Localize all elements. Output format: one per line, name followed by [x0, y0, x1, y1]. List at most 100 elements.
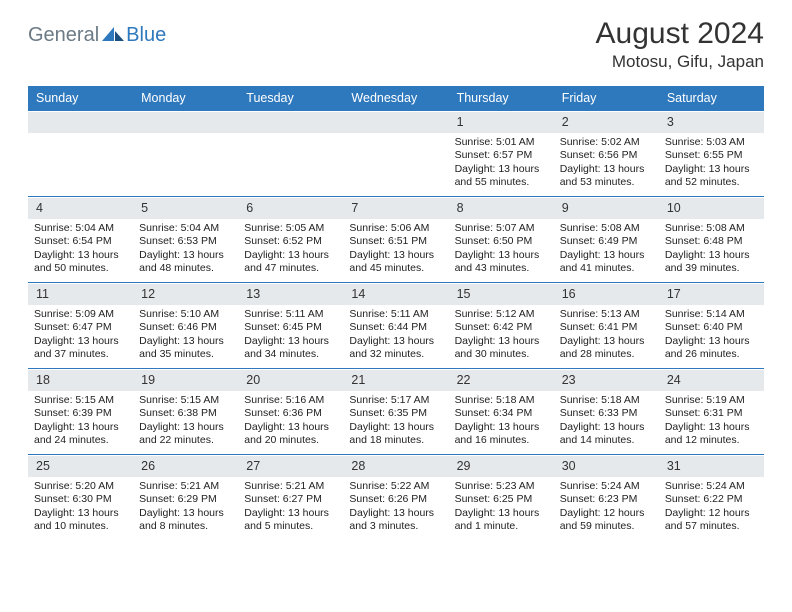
day-number: 1 — [449, 111, 554, 133]
day-cell: 2Sunrise: 5:02 AMSunset: 6:56 PMDaylight… — [554, 111, 659, 196]
daylight-text: Daylight: 13 hours and 14 minutes. — [560, 421, 653, 448]
title-block: August 2024 Motosu, Gifu, Japan — [596, 18, 764, 72]
sunset-text: Sunset: 6:34 PM — [455, 407, 548, 421]
sunset-text: Sunset: 6:44 PM — [349, 321, 442, 335]
day-details: Sunrise: 5:15 AMSunset: 6:39 PMDaylight:… — [28, 391, 133, 453]
day-number: 23 — [554, 369, 659, 391]
daylight-text: Daylight: 13 hours and 12 minutes. — [665, 421, 758, 448]
day-details: Sunrise: 5:03 AMSunset: 6:55 PMDaylight:… — [659, 133, 764, 195]
day-number: 31 — [659, 455, 764, 477]
day-number: 24 — [659, 369, 764, 391]
day-cell: 4Sunrise: 5:04 AMSunset: 6:54 PMDaylight… — [28, 197, 133, 282]
day-number: 30 — [554, 455, 659, 477]
sunset-text: Sunset: 6:57 PM — [455, 149, 548, 163]
sunset-text: Sunset: 6:55 PM — [665, 149, 758, 163]
sunrise-text: Sunrise: 5:14 AM — [665, 308, 758, 322]
day-cell — [28, 111, 133, 196]
day-details: Sunrise: 5:20 AMSunset: 6:30 PMDaylight:… — [28, 477, 133, 539]
sunrise-text: Sunrise: 5:22 AM — [349, 480, 442, 494]
day-details: Sunrise: 5:08 AMSunset: 6:49 PMDaylight:… — [554, 219, 659, 281]
day-cell: 29Sunrise: 5:23 AMSunset: 6:25 PMDayligh… — [449, 455, 554, 540]
daylight-text: Daylight: 13 hours and 47 minutes. — [244, 249, 337, 276]
day-cell — [238, 111, 343, 196]
day-cell: 11Sunrise: 5:09 AMSunset: 6:47 PMDayligh… — [28, 283, 133, 368]
sunrise-text: Sunrise: 5:06 AM — [349, 222, 442, 236]
day-number: 16 — [554, 283, 659, 305]
day-cell: 21Sunrise: 5:17 AMSunset: 6:35 PMDayligh… — [343, 369, 448, 454]
sunrise-text: Sunrise: 5:07 AM — [455, 222, 548, 236]
day-cell: 20Sunrise: 5:16 AMSunset: 6:36 PMDayligh… — [238, 369, 343, 454]
day-cell — [133, 111, 238, 196]
sunrise-text: Sunrise: 5:04 AM — [34, 222, 127, 236]
day-number: 20 — [238, 369, 343, 391]
sunrise-text: Sunrise: 5:10 AM — [139, 308, 232, 322]
day-number — [238, 111, 343, 133]
sunrise-text: Sunrise: 5:12 AM — [455, 308, 548, 322]
daylight-text: Daylight: 13 hours and 28 minutes. — [560, 335, 653, 362]
day-number: 2 — [554, 111, 659, 133]
sunset-text: Sunset: 6:38 PM — [139, 407, 232, 421]
day-details: Sunrise: 5:09 AMSunset: 6:47 PMDaylight:… — [28, 305, 133, 367]
day-cell: 15Sunrise: 5:12 AMSunset: 6:42 PMDayligh… — [449, 283, 554, 368]
day-cell: 5Sunrise: 5:04 AMSunset: 6:53 PMDaylight… — [133, 197, 238, 282]
sunset-text: Sunset: 6:50 PM — [455, 235, 548, 249]
sunset-text: Sunset: 6:26 PM — [349, 493, 442, 507]
sunrise-text: Sunrise: 5:19 AM — [665, 394, 758, 408]
sunrise-text: Sunrise: 5:05 AM — [244, 222, 337, 236]
daylight-text: Daylight: 13 hours and 37 minutes. — [34, 335, 127, 362]
location-label: Motosu, Gifu, Japan — [596, 52, 764, 72]
day-number — [343, 111, 448, 133]
day-details: Sunrise: 5:07 AMSunset: 6:50 PMDaylight:… — [449, 219, 554, 281]
day-number: 26 — [133, 455, 238, 477]
daylight-text: Daylight: 13 hours and 1 minute. — [455, 507, 548, 534]
day-details: Sunrise: 5:11 AMSunset: 6:44 PMDaylight:… — [343, 305, 448, 367]
day-number: 7 — [343, 197, 448, 219]
sunrise-text: Sunrise: 5:11 AM — [244, 308, 337, 322]
daylight-text: Daylight: 13 hours and 20 minutes. — [244, 421, 337, 448]
day-number: 21 — [343, 369, 448, 391]
sunrise-text: Sunrise: 5:02 AM — [560, 136, 653, 150]
day-cell: 23Sunrise: 5:18 AMSunset: 6:33 PMDayligh… — [554, 369, 659, 454]
daylight-text: Daylight: 13 hours and 48 minutes. — [139, 249, 232, 276]
daylight-text: Daylight: 13 hours and 8 minutes. — [139, 507, 232, 534]
day-cell: 17Sunrise: 5:14 AMSunset: 6:40 PMDayligh… — [659, 283, 764, 368]
sunset-text: Sunset: 6:49 PM — [560, 235, 653, 249]
day-number: 19 — [133, 369, 238, 391]
day-number: 11 — [28, 283, 133, 305]
day-number: 14 — [343, 283, 448, 305]
day-number: 10 — [659, 197, 764, 219]
day-details: Sunrise: 5:02 AMSunset: 6:56 PMDaylight:… — [554, 133, 659, 195]
daylight-text: Daylight: 13 hours and 5 minutes. — [244, 507, 337, 534]
day-cell: 9Sunrise: 5:08 AMSunset: 6:49 PMDaylight… — [554, 197, 659, 282]
day-details: Sunrise: 5:11 AMSunset: 6:45 PMDaylight:… — [238, 305, 343, 367]
sunrise-text: Sunrise: 5:18 AM — [455, 394, 548, 408]
day-details: Sunrise: 5:13 AMSunset: 6:41 PMDaylight:… — [554, 305, 659, 367]
day-number: 4 — [28, 197, 133, 219]
sunset-text: Sunset: 6:53 PM — [139, 235, 232, 249]
sunset-text: Sunset: 6:36 PM — [244, 407, 337, 421]
day-cell: 13Sunrise: 5:11 AMSunset: 6:45 PMDayligh… — [238, 283, 343, 368]
daylight-text: Daylight: 13 hours and 22 minutes. — [139, 421, 232, 448]
sunrise-text: Sunrise: 5:09 AM — [34, 308, 127, 322]
sunset-text: Sunset: 6:30 PM — [34, 493, 127, 507]
day-cell: 16Sunrise: 5:13 AMSunset: 6:41 PMDayligh… — [554, 283, 659, 368]
sunrise-text: Sunrise: 5:17 AM — [349, 394, 442, 408]
day-number: 13 — [238, 283, 343, 305]
sunrise-text: Sunrise: 5:08 AM — [665, 222, 758, 236]
day-number: 3 — [659, 111, 764, 133]
weekday-monday: Monday — [133, 86, 238, 111]
day-cell: 28Sunrise: 5:22 AMSunset: 6:26 PMDayligh… — [343, 455, 448, 540]
day-number: 29 — [449, 455, 554, 477]
day-number: 15 — [449, 283, 554, 305]
day-cell: 19Sunrise: 5:15 AMSunset: 6:38 PMDayligh… — [133, 369, 238, 454]
day-number — [133, 111, 238, 133]
sunrise-text: Sunrise: 5:23 AM — [455, 480, 548, 494]
sunrise-text: Sunrise: 5:13 AM — [560, 308, 653, 322]
day-cell: 25Sunrise: 5:20 AMSunset: 6:30 PMDayligh… — [28, 455, 133, 540]
weekday-friday: Friday — [554, 86, 659, 111]
day-cell: 1Sunrise: 5:01 AMSunset: 6:57 PMDaylight… — [449, 111, 554, 196]
sunset-text: Sunset: 6:23 PM — [560, 493, 653, 507]
daylight-text: Daylight: 13 hours and 45 minutes. — [349, 249, 442, 276]
day-details: Sunrise: 5:04 AMSunset: 6:54 PMDaylight:… — [28, 219, 133, 281]
weekday-tuesday: Tuesday — [238, 86, 343, 111]
